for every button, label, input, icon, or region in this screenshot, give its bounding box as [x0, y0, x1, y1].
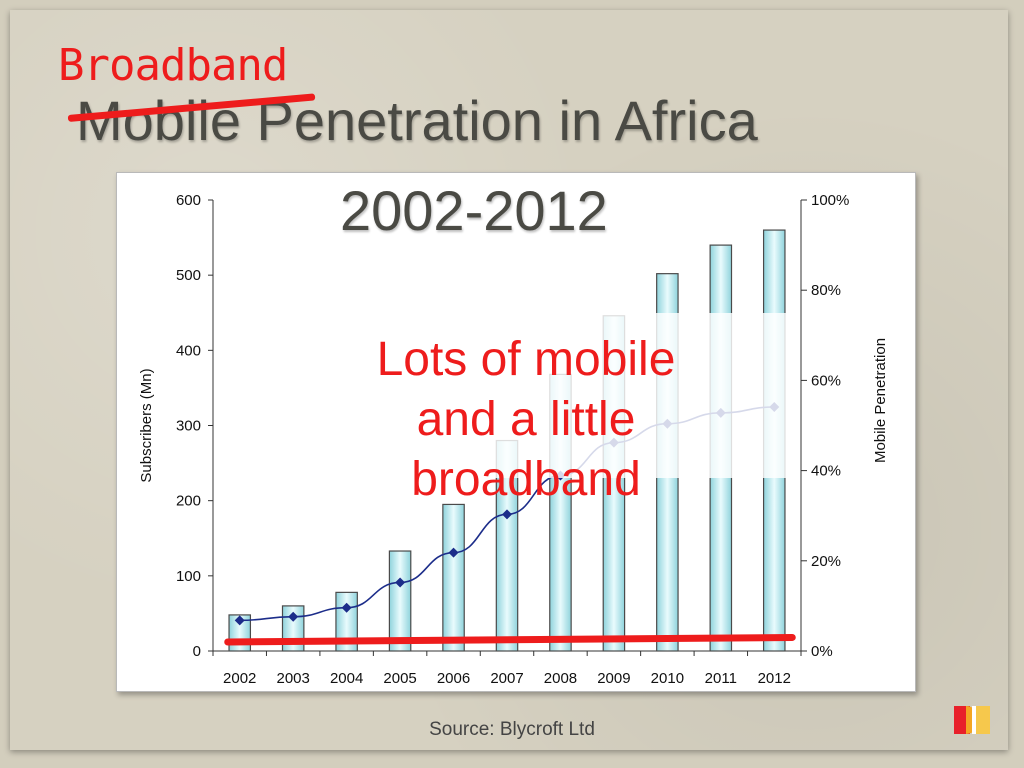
- y-tick-label: 0: [193, 643, 201, 660]
- x-tick-label: 2003: [276, 670, 309, 687]
- y-tick-label: 300: [176, 418, 201, 435]
- y-tick-label: 200: [176, 493, 201, 510]
- annotation-line: and a little: [416, 393, 636, 446]
- y-tick-label: 500: [176, 267, 201, 284]
- x-tick-label: 2004: [330, 670, 363, 687]
- annotation-line: broadband: [411, 453, 641, 506]
- y2-tick-label: 60%: [811, 372, 841, 389]
- source-caption: Source: Blycroft Ltd: [429, 719, 595, 740]
- y-tick-label: 100: [176, 568, 201, 585]
- annotation-backdrop: [417, 313, 787, 478]
- penetration-point: [341, 602, 352, 613]
- y-tick-label: 600: [176, 192, 201, 209]
- combo-chart: 0 100 200 300 400 500 600 0% 20% 40% 60% 80% 100% 200…: [138, 192, 889, 687]
- x-tick-label: 2011: [705, 670, 737, 687]
- handwritten-broadband-note: Broadband: [58, 40, 288, 91]
- y2-tick-label: 0%: [811, 643, 833, 660]
- x-tick-label: 2012: [758, 670, 791, 687]
- x-tick-label: 2006: [437, 670, 470, 687]
- x-tick-label: 2007: [490, 670, 523, 687]
- y-tick-label: 400: [176, 342, 201, 359]
- x-tick-label: 2008: [544, 670, 577, 687]
- bar: [388, 550, 412, 652]
- y2-axis-title: Mobile Penetration: [872, 338, 889, 463]
- y2-tick-label: 20%: [811, 553, 841, 570]
- y-axis-title: Subscribers (Mn): [138, 368, 155, 482]
- penetration-point: [288, 611, 299, 622]
- slide-title-line2: 2002-2012: [340, 179, 608, 242]
- penetration-point: [448, 547, 459, 558]
- y2-tick-label: 40%: [811, 463, 841, 480]
- x-tick-label: 2005: [383, 670, 416, 687]
- chart-panel: 0 100 200 300 400 500 600 0% 20% 40% 60% 80% 100% 200…: [116, 172, 916, 692]
- x-tick-label: 2009: [597, 670, 630, 687]
- annotation-text: Lots of mobile and a little broadband: [306, 330, 746, 510]
- annotation-line: Lots of mobile: [376, 333, 676, 386]
- broadband-line: [224, 633, 796, 646]
- slide-title-line1: Mobile Penetration in Africa: [76, 89, 758, 152]
- bar: [442, 503, 465, 652]
- penetration-point: [502, 509, 512, 520]
- company-logo: [954, 706, 990, 734]
- y2-tick-label: 80%: [811, 282, 841, 299]
- x-tick-label: 2010: [651, 670, 684, 687]
- penetration-point: [395, 577, 406, 588]
- y2-tick-label: 100%: [811, 192, 849, 209]
- x-tick-label: 2002: [223, 670, 256, 687]
- penetration-point: [234, 615, 245, 626]
